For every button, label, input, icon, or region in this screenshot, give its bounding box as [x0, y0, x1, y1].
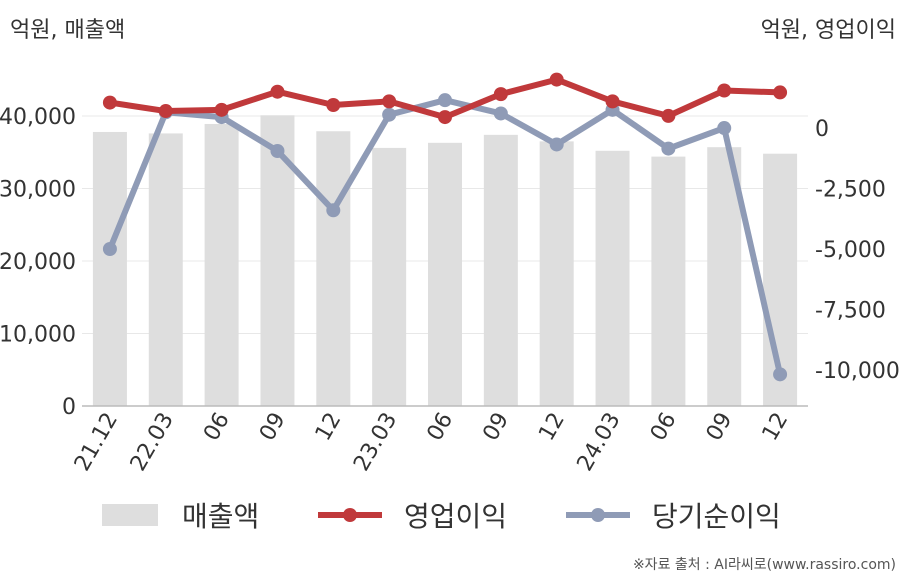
legend-swatch-net-income [566, 508, 630, 522]
right-tick-label: -7,500 [815, 299, 886, 324]
operating-profit-point [158, 104, 173, 119]
net-income-point [773, 367, 788, 382]
bar [428, 142, 462, 406]
right-tick-label: -10,000 [815, 359, 900, 384]
operating-profit-point [438, 110, 452, 125]
legend-swatch-operating-profit [318, 508, 382, 522]
operating-profit-point [214, 102, 229, 117]
bar [651, 156, 686, 406]
bar [92, 131, 127, 406]
legend-item-revenue: 매출액 [102, 495, 259, 535]
operating-profit-point [605, 94, 620, 109]
operating-profit-point [326, 98, 341, 113]
left-tick-label: 40,000 [0, 105, 76, 130]
source-note: ※자료 출처 : AI라씨로(www.rassiro.com) [632, 557, 896, 573]
operating-profit-point [382, 94, 397, 109]
net-income-point [493, 106, 508, 121]
net-income-point [382, 107, 397, 122]
net-income-point [438, 93, 452, 108]
x-tick-label: 12 [311, 409, 347, 446]
legend-label-revenue: 매출액 [182, 500, 260, 533]
x-tick-label: 23.03 [349, 409, 402, 476]
x-tick-label: 24.03 [573, 409, 626, 476]
net-income-point [661, 141, 676, 156]
operating-profit-point [661, 108, 676, 123]
bar [372, 147, 407, 406]
net-income-point [549, 137, 564, 152]
right-tick-label: -5,000 [815, 238, 886, 263]
legend-item-operating-profit: 영업이익 [318, 495, 507, 535]
bar [148, 133, 183, 406]
x-tick-label: 21.12 [70, 409, 123, 476]
x-tick-label: 22.03 [126, 409, 179, 476]
legend-label-net-income: 당기순이익 [652, 500, 781, 533]
x-tick-label: 09 [478, 409, 514, 446]
left-tick-label: 30,000 [0, 178, 76, 203]
bar [316, 131, 351, 406]
x-tick-label: 09 [255, 409, 291, 446]
operating-profit-point [270, 84, 285, 99]
left-tick-label: 0 [62, 395, 76, 420]
operating-profit-point [549, 72, 564, 87]
net-income-point [326, 203, 341, 218]
bar [260, 115, 295, 407]
legend-label-operating-profit: 영업이익 [404, 500, 508, 533]
bar [595, 150, 630, 406]
net-income-point [102, 242, 117, 256]
right-tick-label: 0 [815, 117, 829, 142]
operating-profit-point [493, 87, 508, 102]
operating-profit-point [717, 83, 732, 98]
bar [204, 123, 239, 406]
net-income-point [717, 121, 732, 136]
x-tick-label: 06 [646, 409, 682, 446]
x-tick-label: 06 [199, 409, 235, 446]
operating-profit-point [102, 95, 117, 110]
bar [539, 141, 574, 406]
legend-swatch-revenue [102, 504, 158, 526]
x-tick-label: 12 [758, 409, 794, 446]
x-tick-label: 06 [423, 409, 459, 446]
right-axis-unit: 억원, 영업이익 [760, 18, 896, 43]
operating-profit-point [773, 85, 788, 100]
left-axis-unit: 억원, 매출액 [10, 18, 126, 43]
x-tick-label: 12 [534, 409, 570, 446]
net-income-point [270, 143, 285, 158]
left-tick-label: 20,000 [0, 250, 76, 275]
bar [483, 134, 518, 406]
left-tick-label: 10,000 [0, 323, 76, 348]
x-tick-label: 09 [702, 409, 738, 446]
right-tick-label: -2,500 [815, 178, 886, 203]
legend-item-net-income: 당기순이익 [566, 495, 781, 535]
